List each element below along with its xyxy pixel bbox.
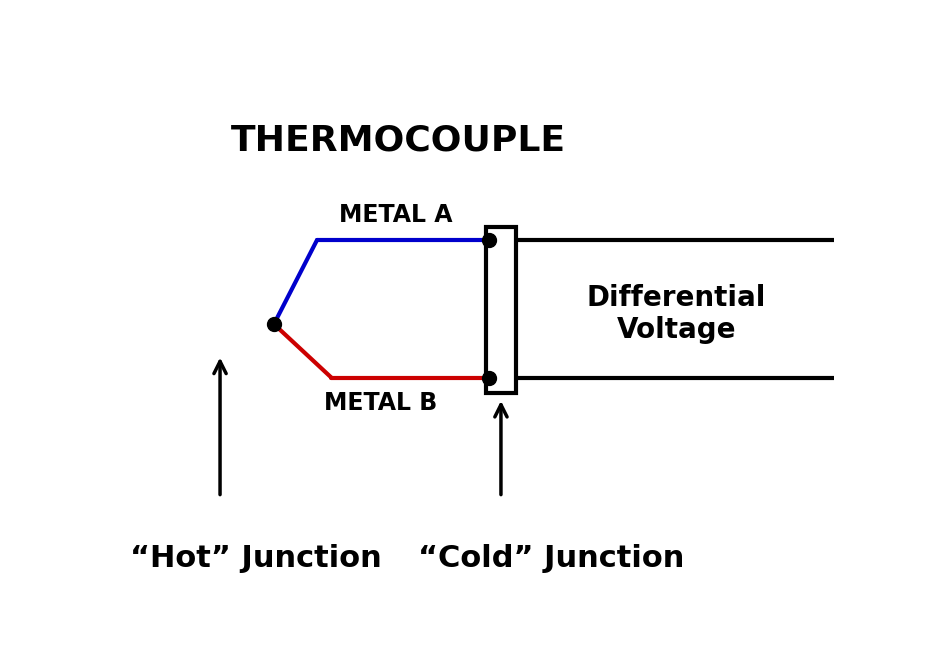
Text: METAL A: METAL A [338,203,452,226]
Bar [486,227,516,393]
Text: METAL B: METAL B [324,391,438,415]
Text: Differential
Voltage: Differential Voltage [587,284,766,344]
Point [482,372,497,383]
Point [267,319,282,330]
Text: “Cold” Junction: “Cold” Junction [417,544,684,573]
Point [482,235,497,246]
Text: THERMOCOUPLE: THERMOCOUPLE [231,124,566,158]
Text: “Hot” Junction: “Hot” Junction [130,544,382,573]
